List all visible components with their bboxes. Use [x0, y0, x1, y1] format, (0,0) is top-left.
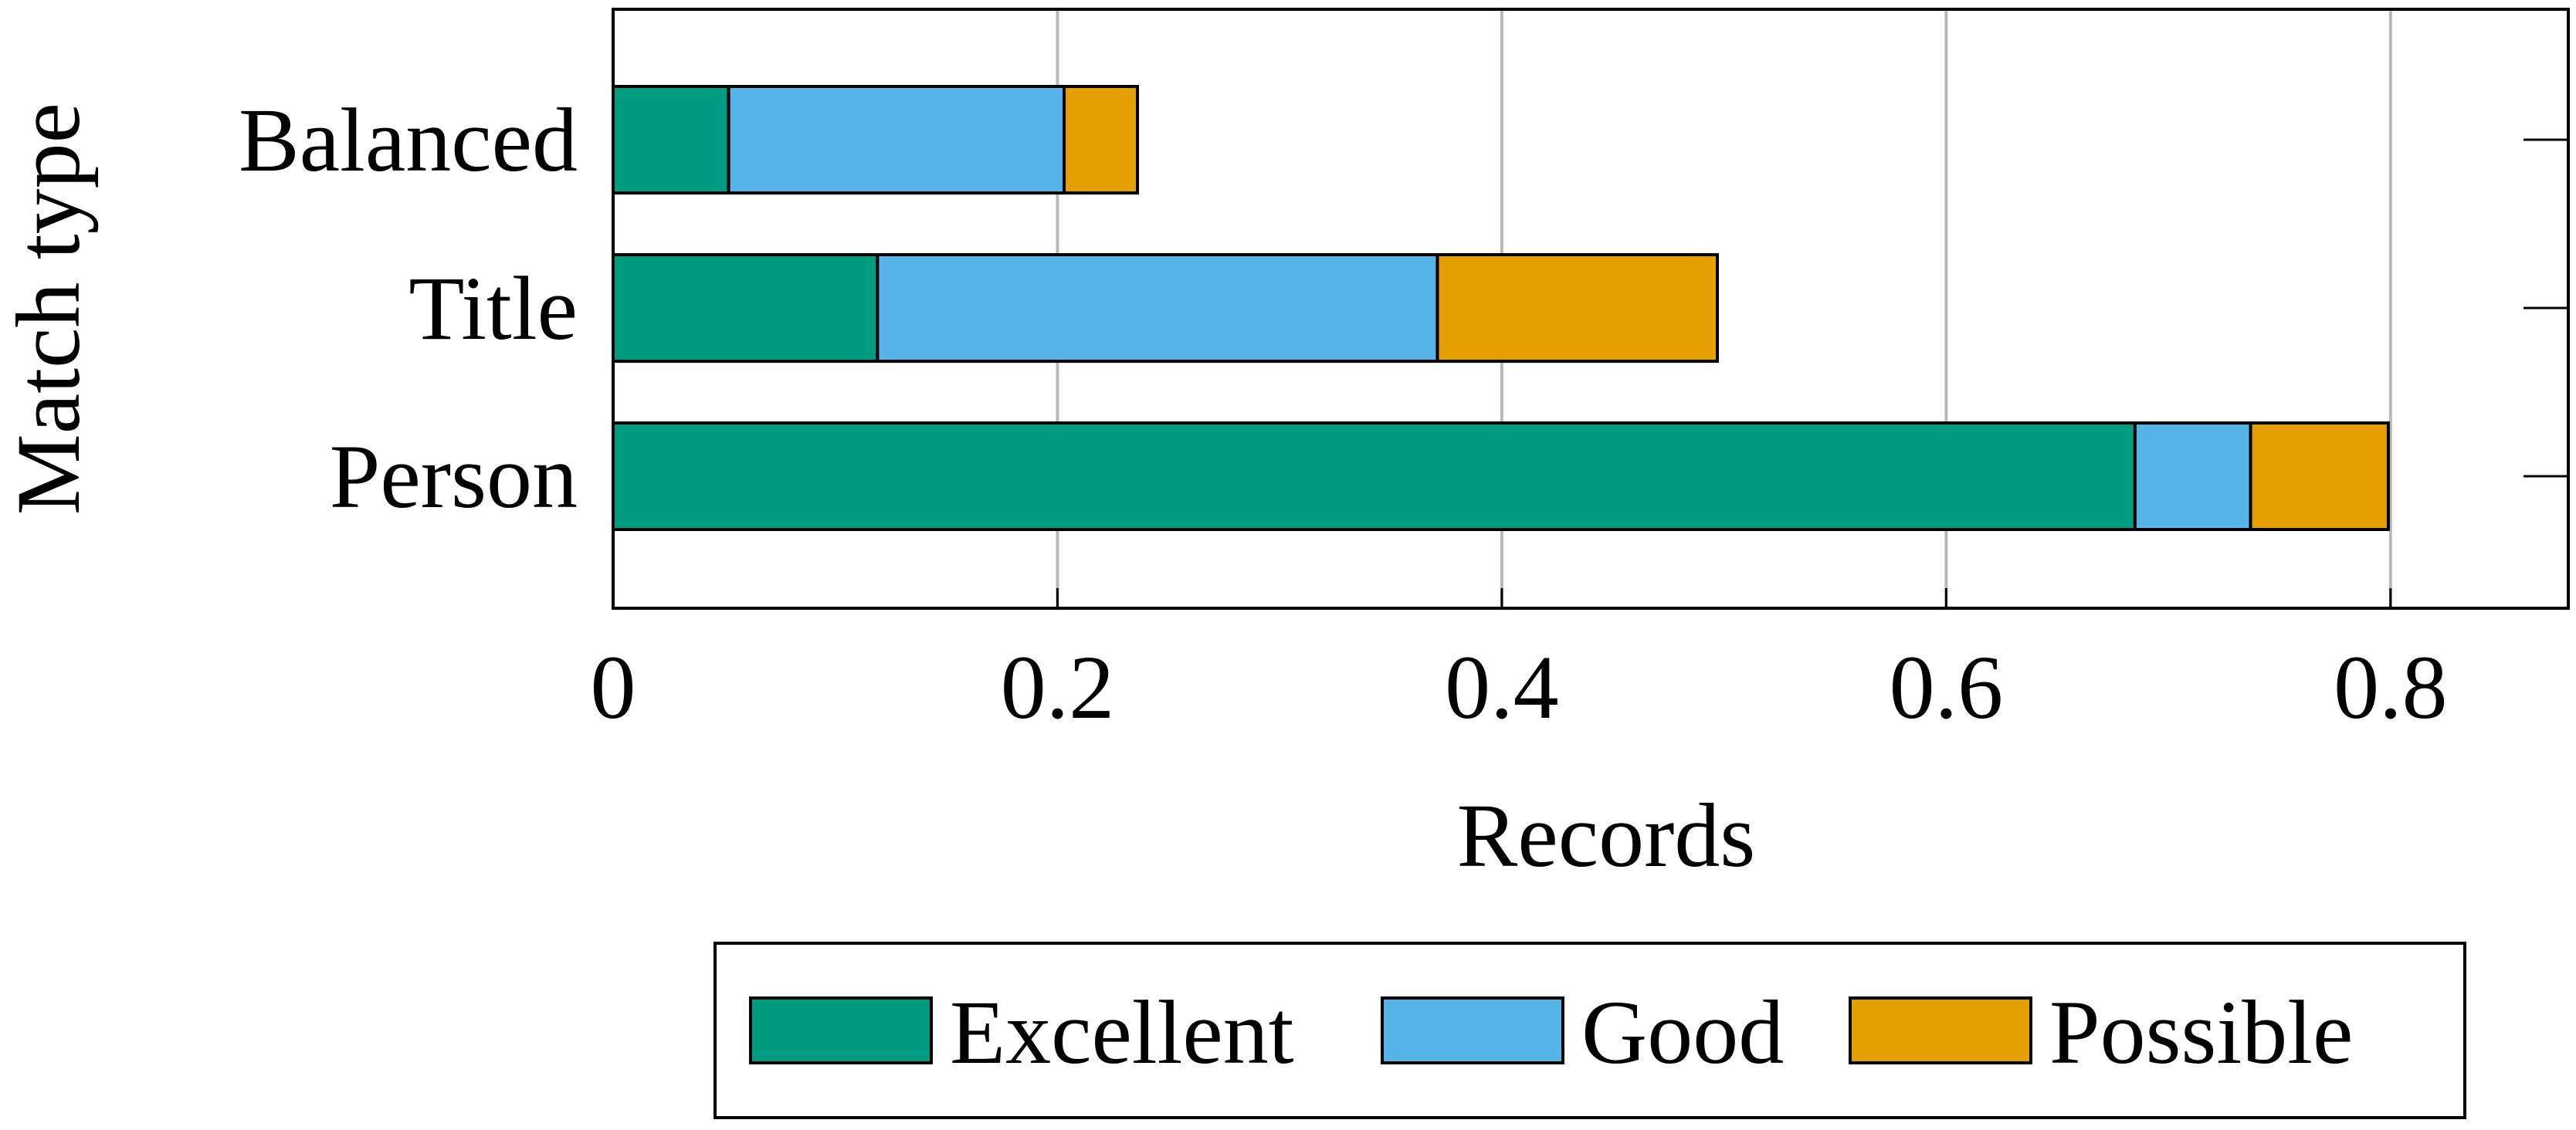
bar-person-possible [2249, 421, 2390, 531]
y-tick-label-balanced: Balanced [239, 90, 578, 191]
legend-item-good: Good [1381, 982, 1784, 1083]
legend-swatch-good [1381, 996, 1564, 1064]
bars [612, 85, 2390, 531]
x-tick-label-0: 0 [591, 637, 636, 738]
x-tick-label-0-4: 0.4 [1445, 637, 1559, 738]
x-tick-label-0-2: 0.2 [1001, 637, 1115, 738]
y-axis-title: Match type [0, 103, 99, 515]
legend: Excellent Good Possible [713, 942, 2466, 1119]
bar-balanced-good [727, 85, 1066, 195]
legend-swatch-possible [1849, 996, 2032, 1064]
legend-item-excellent: Excellent [749, 982, 1294, 1083]
legend-label-excellent: Excellent [950, 982, 1294, 1083]
axis-ticks [612, 138, 2568, 608]
legend-item-possible: Possible [1849, 982, 2353, 1083]
bar-title-excellent [612, 253, 880, 363]
x-axis-title: Records [1457, 785, 1756, 886]
bar-balanced-excellent [612, 85, 730, 195]
bar-person-good [2133, 421, 2252, 531]
bar-person-excellent [612, 421, 2137, 531]
bar-title-possible [1435, 253, 1720, 363]
bar-title-good [876, 253, 1439, 363]
bar-balanced-possible [1063, 85, 1140, 195]
axis-labels: 0 0.2 0.4 0.6 0.8 Person Title Balanced [239, 90, 2448, 738]
legend-swatch-excellent [749, 996, 933, 1064]
y-tick-label-title: Title [408, 258, 578, 359]
y-tick-label-person: Person [330, 426, 578, 527]
legend-label-good: Good [1581, 982, 1784, 1083]
legend-items: Excellent Good Possible [749, 982, 2353, 1083]
x-tick-label-0-6: 0.6 [1890, 637, 2004, 738]
legend-label-possible: Possible [2049, 982, 2353, 1083]
legend-frame [713, 942, 2466, 1119]
x-tick-label-0-8: 0.8 [2334, 637, 2448, 738]
